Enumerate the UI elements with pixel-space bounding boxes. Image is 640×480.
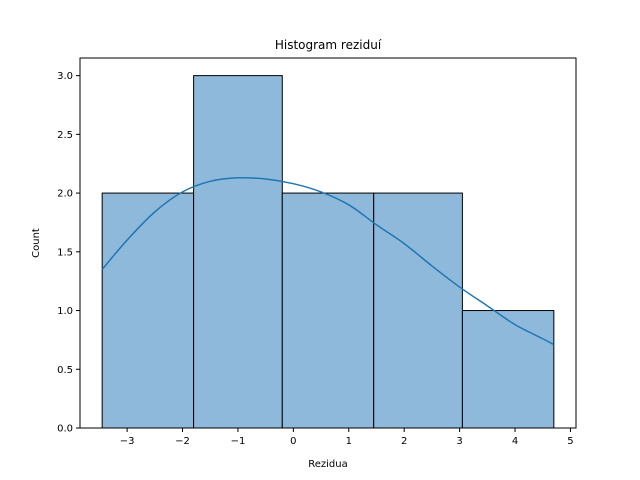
y-axis: 0.0 0.5 1.0 1.5 2.0 2.5 3.0 (57, 71, 80, 435)
y-tick-label: 1.0 (57, 306, 73, 317)
histogram-bar-2 (281, 192, 375, 429)
kde-group (101, 176, 555, 346)
kde-line (101, 176, 555, 346)
x-tick-label: −3 (120, 436, 135, 447)
y-tick-label: 0.0 (57, 424, 73, 435)
histogram-bar-4 (461, 310, 555, 429)
y-axis-label: Count (31, 228, 42, 258)
x-tick-label: 3 (456, 436, 462, 447)
plot-frame (79, 57, 577, 429)
x-axis-label: Rezidua (308, 459, 348, 470)
x-axis: −3 −2 −1 0 1 2 3 4 5 (120, 428, 574, 447)
x-tick-label: 2 (401, 436, 407, 447)
y-tick-label: 2.0 (57, 189, 73, 200)
x-tick-label: 1 (346, 436, 352, 447)
chart-title: Histogram reziduí (275, 38, 382, 52)
histogram-bar-3 (373, 192, 463, 429)
y-tick-label: 2.5 (57, 130, 73, 141)
x-tick-label: 0 (290, 436, 296, 447)
bars-group (101, 75, 555, 429)
histogram-bar-0 (101, 192, 195, 429)
x-tick-label: 5 (567, 436, 573, 447)
y-tick-label: 0.5 (57, 365, 73, 376)
y-tick-label: 3.0 (57, 71, 73, 82)
x-tick-label: 4 (512, 436, 518, 447)
x-tick-label: −1 (231, 436, 246, 447)
y-tick-label: 1.5 (57, 247, 73, 258)
histogram-bar-1 (193, 75, 283, 429)
x-tick-label: −2 (175, 436, 190, 447)
